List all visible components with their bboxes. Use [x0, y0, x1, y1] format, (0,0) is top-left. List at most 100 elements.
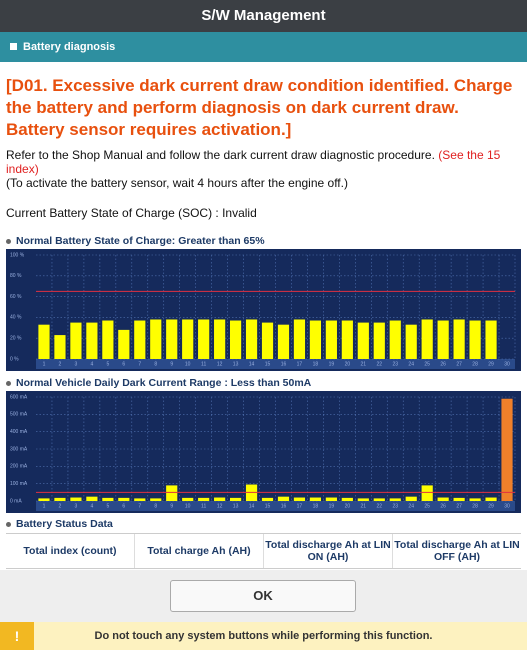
bar	[373, 322, 385, 359]
bar	[166, 319, 178, 359]
x-tick-label: 18	[313, 361, 319, 367]
bar	[182, 319, 194, 359]
x-tick-label: 9	[170, 361, 173, 367]
bar	[421, 485, 433, 501]
bar	[309, 497, 322, 501]
x-tick-label: 8	[154, 503, 157, 509]
x-tick-label: 30	[504, 503, 510, 509]
instructions: Refer to the Shop Manual and follow the …	[6, 148, 521, 190]
x-tick-label: 29	[488, 361, 494, 367]
table-title: Battery Status Data	[16, 518, 113, 530]
x-tick-label: 30	[504, 361, 510, 367]
bar	[86, 322, 98, 359]
x-tick-label: 19	[329, 503, 335, 509]
bar	[453, 319, 465, 359]
x-tick-label: 5	[106, 503, 109, 509]
bar	[469, 320, 481, 359]
x-tick-label: 6	[122, 503, 125, 509]
bar	[150, 498, 162, 501]
x-tick-label: 29	[488, 503, 494, 509]
x-tick-label: 9	[170, 503, 173, 509]
bar	[229, 320, 242, 359]
bar	[357, 322, 369, 359]
x-tick-label: 24	[408, 361, 414, 367]
bar	[54, 497, 66, 501]
table-heading: Battery Status Data	[6, 518, 113, 530]
x-tick-label: 22	[377, 361, 383, 367]
bar	[102, 320, 114, 359]
x-tick-label: 21	[361, 361, 367, 367]
plot-background	[6, 391, 521, 513]
x-tick-label: 1	[43, 503, 46, 509]
x-tick-label: 12	[217, 503, 223, 509]
x-tick-label: 20	[345, 361, 351, 367]
y-tick-label: 100 mA	[10, 481, 28, 487]
x-tick-label: 27	[456, 361, 462, 367]
bar	[389, 498, 401, 501]
column-header: Total discharge Ah at LIN ON (AH)	[264, 534, 393, 568]
warning-bar: ! Do not touch any system buttons while p…	[0, 622, 527, 650]
x-tick-label: 22	[377, 503, 383, 509]
bar	[325, 497, 337, 501]
x-tick-label: 2	[59, 503, 62, 509]
x-tick-label: 14	[249, 503, 255, 509]
bar	[405, 496, 417, 501]
bar	[54, 335, 66, 359]
bar	[118, 497, 130, 501]
warning-icon: !	[0, 622, 34, 650]
ok-button[interactable]: OK	[170, 580, 356, 612]
y-tick-label: 400 mA	[10, 429, 28, 435]
y-tick-label: 300 mA	[10, 446, 28, 452]
x-tick-label: 1	[43, 361, 46, 367]
bar	[86, 496, 98, 501]
x-tick-label: 17	[297, 361, 303, 367]
header-title: S/W Management	[0, 0, 527, 32]
bar	[118, 329, 130, 359]
bar	[134, 320, 146, 359]
column-header: Total discharge Ah at LIN OFF (AH)	[394, 539, 520, 563]
y-tick-label: 60 %	[10, 294, 22, 300]
bar	[134, 498, 146, 501]
column-header: Total charge Ah (AH)	[135, 534, 264, 568]
section-title: Battery diagnosis	[23, 41, 116, 53]
bar	[277, 496, 290, 501]
y-tick-label: 600 mA	[10, 394, 28, 400]
bar	[261, 497, 274, 501]
bar	[38, 498, 50, 501]
bar	[485, 497, 497, 501]
x-tick-label: 23	[392, 361, 398, 367]
bar	[38, 324, 50, 359]
note-text: (To activate the battery sensor, wait 4 …	[6, 176, 348, 190]
bar	[373, 498, 385, 501]
status-table: Total index (count) Total charge Ah (AH)…	[6, 533, 521, 569]
bar	[70, 322, 82, 359]
dtc-heading: [D01. Excessive dark current draw condit…	[6, 76, 513, 139]
x-tick-label: 4	[90, 503, 93, 509]
x-tick-label: 12	[217, 361, 223, 367]
x-tick-label: 13	[233, 361, 239, 367]
y-tick-label: 80 %	[10, 273, 22, 279]
x-tick-label: 17	[297, 503, 303, 509]
bar	[341, 497, 353, 501]
x-tick-label: 4	[90, 361, 93, 367]
x-tick-label: 8	[154, 361, 157, 367]
x-tick-label: 16	[281, 503, 287, 509]
x-tick-label: 5	[106, 361, 109, 367]
x-tick-label: 27	[456, 503, 462, 509]
x-axis-strip	[36, 501, 515, 511]
y-tick-label: 0 mA	[10, 498, 22, 504]
bar	[309, 320, 322, 359]
x-tick-label: 28	[472, 503, 478, 509]
x-tick-label: 19	[329, 361, 335, 367]
bar	[293, 497, 306, 501]
index-link[interactable]: (See the 15 index)	[6, 148, 501, 176]
chart: 0 %20 %40 %60 %80 %100 %1 2 3 4 5 6 7 8 9 10 11 12 1…	[6, 249, 521, 371]
x-tick-label: 16	[281, 361, 287, 367]
x-tick-label: 25	[424, 503, 430, 509]
bar	[501, 398, 513, 501]
x-tick-label: 15	[265, 503, 271, 509]
bar	[245, 319, 258, 359]
y-tick-label: 500 mA	[10, 412, 28, 418]
x-tick-label: 3	[75, 361, 78, 367]
y-tick-label: 0 %	[10, 356, 19, 362]
